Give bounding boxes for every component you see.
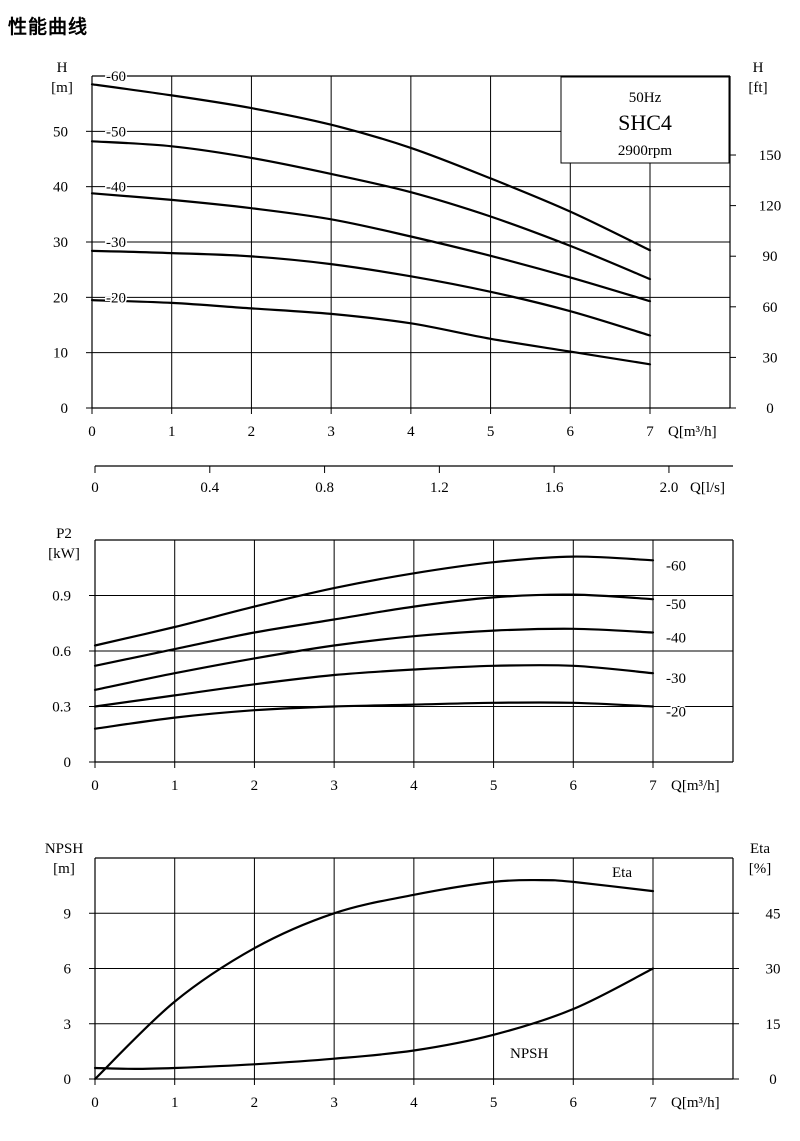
info-frequency: 50Hz	[629, 90, 662, 106]
head-y-tick-label: 50	[53, 124, 68, 140]
power-y-axis-label-1: [kW]	[48, 546, 80, 562]
page-title: 性能曲线	[8, 16, 89, 38]
head-x-tick-label: 4	[407, 424, 415, 440]
eta-series-label: Eta	[612, 865, 632, 881]
flow-ls-tick-label: 1.2	[430, 480, 449, 496]
npsh_eta-y-tick-label: 6	[64, 962, 72, 978]
npsh_eta-x-tick-label: 4	[410, 1095, 418, 1111]
info-speed: 2900rpm	[618, 143, 672, 159]
power-y-tick-label: 0.9	[52, 589, 71, 605]
power-series-label: -50	[666, 597, 686, 613]
power-x-tick-label: 0	[91, 778, 99, 794]
power-x-tick-label: 6	[570, 778, 578, 794]
head-y2-tick-label: 150	[759, 148, 782, 164]
npsh_eta-series-line-1	[93, 967, 655, 1071]
power-series-line-2	[93, 627, 655, 691]
npsh_eta-y-tick-label: 0	[64, 1072, 72, 1088]
head-x-tick-label: 3	[327, 424, 335, 440]
head-x-tick-label: 6	[567, 424, 575, 440]
head-y-tick-label: 10	[53, 346, 68, 362]
head-x-tick-label: 5	[487, 424, 495, 440]
flow-ls-tick-label: 0.8	[315, 480, 334, 496]
npsh_eta-x-axis-label: Q[m³/h]	[671, 1095, 720, 1111]
head-series-line-2	[90, 192, 652, 303]
head-y-tick-label: 0	[61, 401, 69, 417]
head-series-line-4	[90, 299, 652, 366]
npsh_eta-x-tick-label: 2	[251, 1095, 259, 1111]
head-y2-tick-label: 60	[763, 300, 778, 316]
npsh_eta-x-tick-label: 0	[91, 1095, 99, 1111]
power-series-line-0	[93, 555, 655, 647]
head-y2-tick-label: 30	[763, 350, 778, 366]
power-y-axis-label-0: P2	[56, 526, 72, 542]
flow-ls-tick-label: 0.4	[200, 480, 219, 496]
head-x-tick-label: 1	[168, 424, 176, 440]
power-y-tick-label: 0.6	[52, 644, 71, 660]
power-y-tick-label: 0.3	[52, 700, 71, 716]
power-x-tick-label: 5	[490, 778, 498, 794]
npsh_eta-x-tick-label: 7	[649, 1095, 657, 1111]
power-series-label: -40	[666, 631, 686, 647]
head-y2-axis-label-1: [ft]	[748, 80, 767, 96]
power-series-label: -20	[666, 705, 686, 721]
power-series-line-4	[93, 701, 655, 730]
power-series-line-3	[93, 664, 655, 708]
power-series-label: -30	[666, 671, 686, 687]
power-series-label: -60	[666, 558, 686, 574]
power-x-tick-label: 2	[251, 778, 259, 794]
flow-ls-tick-label: 2.0	[660, 480, 679, 496]
head-y2-tick-label: 120	[759, 199, 782, 215]
head-series-line-3	[90, 249, 652, 337]
npsh_eta-series-line-0	[93, 878, 655, 1081]
npsh_eta-y-tick-label: 9	[64, 906, 72, 922]
npsh_eta-y2-tick-label: 45	[766, 906, 781, 922]
power-x-tick-label: 7	[649, 778, 657, 794]
npsh_eta-y2-axis-label-1: [%]	[749, 861, 772, 877]
head-y-tick-label: 30	[53, 235, 68, 251]
flow-ls-tick-label: 0	[91, 480, 99, 496]
head-series-line-0	[90, 83, 652, 252]
npsh-series-label: NPSH	[510, 1046, 549, 1062]
head-x-axis-label: Q[m³/h]	[668, 424, 717, 440]
head-y-axis-label-1: [m]	[51, 80, 73, 96]
head-x-tick-label: 0	[88, 424, 96, 440]
npsh_eta-y-axis-label-0: NPSH	[45, 841, 84, 857]
power-series-line-1	[93, 593, 655, 667]
info-model: SHC4	[618, 110, 672, 135]
npsh_eta-y-tick-label: 3	[64, 1017, 72, 1033]
flow-ls-tick-label: 1.6	[545, 480, 564, 496]
power-x-tick-label: 1	[171, 778, 179, 794]
head-y2-tick-label: 0	[766, 401, 774, 417]
power-y-tick-label: 0	[64, 755, 72, 771]
head-series-label: -20	[106, 290, 126, 306]
head-y-axis-label-0: H	[57, 60, 68, 76]
power-x-axis-label: Q[m³/h]	[671, 778, 720, 794]
head-x-tick-label: 2	[248, 424, 256, 440]
head-series-line-1	[90, 140, 652, 281]
npsh_eta-y2-tick-label: 30	[766, 962, 781, 978]
flow-ls-axis-label: Q[l/s]	[690, 480, 725, 496]
head-series-label: -30	[106, 235, 126, 251]
npsh_eta-x-tick-label: 5	[490, 1095, 498, 1111]
npsh_eta-x-tick-label: 6	[570, 1095, 578, 1111]
head-y2-tick-label: 90	[763, 249, 778, 265]
info-box	[560, 76, 730, 164]
head-series-label: -60	[106, 69, 126, 85]
head-y-tick-label: 40	[53, 180, 68, 196]
head-x-tick-label: 7	[646, 424, 654, 440]
head-series-label: -50	[106, 124, 126, 140]
npsh_eta-y2-tick-label: 15	[766, 1017, 781, 1033]
npsh_eta-y-axis-label-1: [m]	[53, 861, 75, 877]
npsh_eta-x-tick-label: 1	[171, 1095, 179, 1111]
power-x-tick-label: 3	[330, 778, 338, 794]
npsh_eta-y2-axis-label-0: Eta	[750, 841, 770, 857]
head-y-tick-label: 20	[53, 290, 68, 306]
head-y2-axis-label-0: H	[753, 60, 764, 76]
npsh_eta-y2-tick-label: 0	[769, 1072, 777, 1088]
npsh_eta-x-tick-label: 3	[330, 1095, 338, 1111]
power-x-tick-label: 4	[410, 778, 418, 794]
head-series-label: -40	[106, 180, 126, 196]
